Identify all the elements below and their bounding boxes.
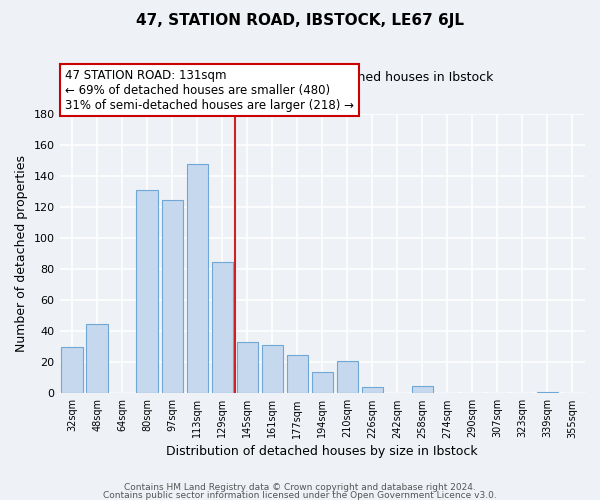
- Bar: [362, 387, 383, 394]
- Bar: [61, 347, 83, 394]
- Text: Contains HM Land Registry data © Crown copyright and database right 2024.: Contains HM Land Registry data © Crown c…: [124, 484, 476, 492]
- Text: 47, STATION ROAD, IBSTOCK, LE67 6JL: 47, STATION ROAD, IBSTOCK, LE67 6JL: [136, 12, 464, 28]
- X-axis label: Distribution of detached houses by size in Ibstock: Distribution of detached houses by size …: [166, 444, 478, 458]
- Bar: [311, 372, 333, 394]
- Bar: [287, 354, 308, 394]
- Bar: [161, 200, 183, 394]
- Text: Contains public sector information licensed under the Open Government Licence v3: Contains public sector information licen…: [103, 490, 497, 500]
- Bar: [187, 164, 208, 394]
- Text: 47 STATION ROAD: 131sqm
← 69% of detached houses are smaller (480)
31% of semi-d: 47 STATION ROAD: 131sqm ← 69% of detache…: [65, 68, 354, 112]
- Bar: [236, 342, 258, 394]
- Y-axis label: Number of detached properties: Number of detached properties: [15, 156, 28, 352]
- Bar: [537, 392, 558, 394]
- Bar: [136, 190, 158, 394]
- Bar: [212, 262, 233, 394]
- Bar: [412, 386, 433, 394]
- Bar: [262, 346, 283, 394]
- Bar: [337, 361, 358, 394]
- Title: Size of property relative to detached houses in Ibstock: Size of property relative to detached ho…: [151, 71, 493, 84]
- Bar: [86, 324, 108, 394]
